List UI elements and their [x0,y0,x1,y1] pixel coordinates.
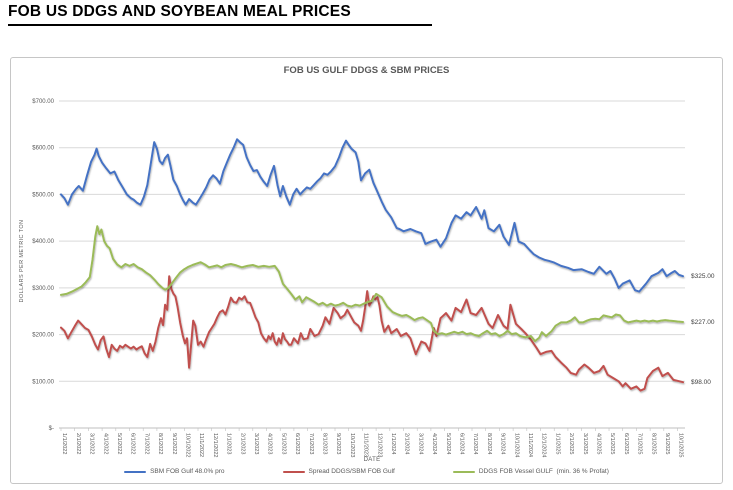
svg-text:6/1/2024: 6/1/2024 [459,433,465,454]
svg-text:12/1/2022: 12/1/2022 [212,433,218,457]
svg-text:2/1/2023: 2/1/2023 [239,433,245,454]
svg-text:4/1/2022: 4/1/2022 [102,433,108,454]
svg-text:12/1/2023: 12/1/2023 [376,433,382,457]
svg-text:5/1/2022: 5/1/2022 [116,433,122,454]
svg-text:$100.00: $100.00 [32,379,54,385]
svg-text:5/1/2023: 5/1/2023 [280,433,286,454]
series-end-labels: $325.00 $227.00 $98.00 [691,273,715,386]
svg-text:6/1/2025: 6/1/2025 [623,433,629,454]
svg-text:1/1/2025: 1/1/2025 [554,433,560,454]
svg-text:10/1/2023: 10/1/2023 [349,433,355,457]
svg-text:8/1/2022: 8/1/2022 [157,433,163,454]
svg-text:8/1/2023: 8/1/2023 [322,433,328,454]
svg-text:3/1/2022: 3/1/2022 [89,433,95,454]
svg-text:7/1/2024: 7/1/2024 [472,433,478,454]
x-axis-title: DATE [363,457,381,463]
svg-text:5/1/2025: 5/1/2025 [609,433,615,454]
svg-text:1/1/2023: 1/1/2023 [226,433,232,454]
svg-text:6/1/2023: 6/1/2023 [294,433,300,454]
svg-text:11/1/2023: 11/1/2023 [363,433,369,457]
legend-label: DDGS FOB Vessel GULF (min. 36 % Profat) [478,468,609,475]
page-title: FOB US DDGS AND SOYBEAN MEAL PRICES [8,3,432,26]
series-lines [60,138,684,392]
x-axis-labels: 1/1/2022 2/1/2022 3/1/2022 4/1/2022 5/1/2022… [61,433,684,457]
plot-area: $700.00 $600.00 $500.00 $400.00 $300.00 $200.… [32,99,715,457]
svg-text:7/1/2023: 7/1/2023 [308,433,314,454]
legend-line-swatch [124,470,147,473]
svg-text:9/1/2023: 9/1/2023 [335,433,341,454]
svg-text:4/1/2024: 4/1/2024 [431,433,437,454]
svg-text:5/1/2024: 5/1/2024 [445,433,451,454]
svg-text:$98.00: $98.00 [691,379,711,386]
svg-text:$200.00: $200.00 [32,333,54,339]
chart-figure: FOB US GULF DDGS & SBM PRICES DOLLARS PE… [10,57,723,484]
svg-text:11/1/2022: 11/1/2022 [198,433,204,457]
svg-text:10/1/2025: 10/1/2025 [678,433,684,457]
svg-text:1/1/2022: 1/1/2022 [61,433,67,454]
svg-text:2/1/2022: 2/1/2022 [75,433,81,454]
legend-line-swatch [452,470,475,473]
series-line-2 [60,275,684,392]
svg-text:4/1/2023: 4/1/2023 [267,433,273,454]
svg-text:11/1/2024: 11/1/2024 [527,433,533,457]
svg-text:$700.00: $700.00 [32,99,54,105]
svg-text:10/1/2022: 10/1/2022 [185,433,191,457]
svg-text:$600.00: $600.00 [32,146,54,152]
legend-item-1[interactable]: SBM FOB Gulf 48.0% pro [124,468,225,475]
svg-text:8/1/2024: 8/1/2024 [486,433,492,454]
series-line-1 [60,138,684,293]
svg-text:3/1/2025: 3/1/2025 [582,433,588,454]
svg-text:$227.00: $227.00 [691,319,715,326]
svg-text:4/1/2025: 4/1/2025 [596,433,602,454]
svg-text:$300.00: $300.00 [32,286,54,292]
svg-text:8/1/2025: 8/1/2025 [650,433,656,454]
svg-text:9/1/2025: 9/1/2025 [664,433,670,454]
svg-text:10/1/2024: 10/1/2024 [513,433,519,457]
legend-item-3[interactable]: DDGS FOB Vessel GULF (min. 36 % Profat) [452,468,609,475]
svg-text:12/1/2024: 12/1/2024 [541,433,547,457]
svg-text:7/1/2022: 7/1/2022 [143,433,149,454]
svg-text:2/1/2025: 2/1/2025 [568,433,574,454]
page-title-text: FOB US DDGS AND SOYBEAN MEAL PRICES [8,3,351,20]
legend-item-2[interactable]: Spread DDGS/SBM FOB Gulf [282,468,395,475]
series-line-3 [60,225,684,343]
legend-label: Spread DDGS/SBM FOB Gulf [308,468,395,475]
y-axis-labels: $700.00 $600.00 $500.00 $400.00 $300.00 $200.… [32,99,54,432]
chart-title: FOB US GULF DDGS & SBM PRICES [283,65,450,76]
svg-text:7/1/2025: 7/1/2025 [637,433,643,454]
legend-label: SBM FOB Gulf 48.0% pro [150,468,225,475]
svg-text:9/1/2022: 9/1/2022 [171,433,177,454]
legend-line-swatch [282,470,305,473]
svg-text:3/1/2023: 3/1/2023 [253,433,259,454]
svg-text:$-: $- [49,426,54,432]
chart-legend: SBM FOB Gulf 48.0% pro Spread DDGS/SBM FO… [11,468,722,475]
svg-text:$325.00: $325.00 [691,273,715,280]
svg-text:6/1/2022: 6/1/2022 [130,433,136,454]
svg-text:$500.00: $500.00 [32,192,54,198]
svg-text:3/1/2024: 3/1/2024 [417,433,423,454]
svg-text:1/1/2024: 1/1/2024 [390,433,396,454]
svg-text:9/1/2024: 9/1/2024 [500,433,506,454]
svg-text:$400.00: $400.00 [32,239,54,245]
svg-text:2/1/2024: 2/1/2024 [404,433,410,454]
x-axis-ticks [60,428,678,431]
